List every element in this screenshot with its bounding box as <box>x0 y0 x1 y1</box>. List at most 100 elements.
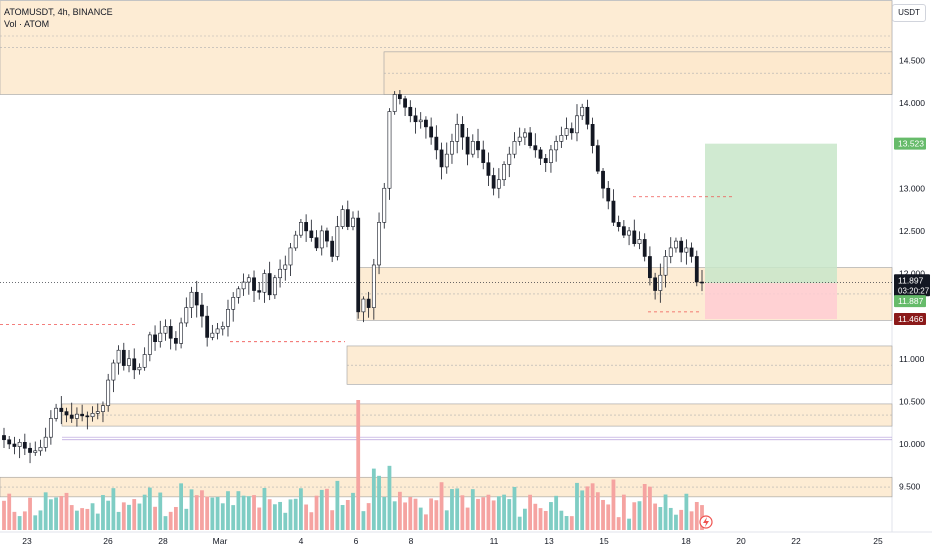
currency-button[interactable]: USDT <box>892 4 926 22</box>
volume-bar <box>106 500 111 530</box>
candle-body <box>642 239 647 257</box>
volume-bar <box>517 516 522 530</box>
volume-bar <box>163 516 168 530</box>
volume-bar <box>121 502 126 530</box>
volume-bar <box>340 505 345 530</box>
volume-bar <box>147 487 152 530</box>
volume-bar <box>90 503 95 530</box>
volume-bar <box>403 502 407 530</box>
volume-bar <box>621 494 626 530</box>
candle-body <box>22 441 27 449</box>
volume-bar <box>397 491 402 530</box>
y-axis-tick-label: 10.500 <box>899 396 925 406</box>
candle-body <box>101 405 105 412</box>
volume-bar <box>668 507 673 530</box>
volume-bar <box>486 494 491 530</box>
candle-body <box>361 298 366 313</box>
volume-bar <box>653 503 658 530</box>
symbol-title: ATOMUSDT, 4h, BINANCE <box>4 7 113 17</box>
volume-bar <box>637 501 642 530</box>
volume-bar <box>429 498 434 530</box>
volume-bar <box>69 505 74 530</box>
candle-body <box>648 256 652 279</box>
volume-bar <box>549 502 553 530</box>
candle-body <box>606 187 611 202</box>
candle-body <box>319 230 324 249</box>
volume-bar <box>470 489 475 530</box>
candle-body <box>137 366 142 371</box>
candle-body <box>147 334 152 355</box>
bar-countdown-label: 03:20:27 <box>898 286 930 295</box>
volume-bar <box>314 495 319 530</box>
volume-bar <box>663 494 668 530</box>
volume-bar <box>59 495 64 530</box>
volume-bar <box>569 516 574 530</box>
candle-body <box>533 145 538 151</box>
candle-body <box>476 141 480 151</box>
stop-price-tag <box>894 313 926 326</box>
candle-body <box>85 415 90 418</box>
volume-bar <box>507 499 512 530</box>
candle-body <box>121 349 126 366</box>
volume-bar <box>325 488 329 530</box>
volume-bar <box>658 507 663 530</box>
volume-bar <box>554 495 559 530</box>
x-axis-tick-label: 28 <box>158 536 168 546</box>
volume-bar <box>80 508 85 530</box>
candle-body <box>158 332 163 342</box>
candle-body <box>252 277 256 291</box>
candle-body <box>403 98 407 108</box>
volume-bar <box>575 482 579 530</box>
volume-bar <box>236 491 241 530</box>
volume-bar <box>262 487 267 530</box>
volume-bar <box>231 505 236 530</box>
candle-body <box>340 209 345 227</box>
candle-body <box>439 149 444 168</box>
volume-bar <box>674 514 678 530</box>
volume-bar <box>38 510 43 530</box>
candle-body <box>580 106 585 117</box>
candle-body <box>455 124 460 142</box>
candle-body <box>585 106 590 125</box>
volume-bar <box>460 495 465 530</box>
candle-body <box>220 326 225 330</box>
volume-bar <box>455 488 460 530</box>
volume-bar <box>205 496 210 530</box>
candle-body <box>621 226 626 236</box>
candle-body <box>590 124 595 146</box>
y-axis-tick-label: 12.500 <box>899 226 925 236</box>
volume-bar <box>215 496 220 530</box>
candle-body <box>132 358 137 371</box>
volume-bar <box>689 511 694 530</box>
volume-bar <box>522 508 527 530</box>
volume-bar <box>43 492 48 530</box>
volume-bar <box>434 500 439 530</box>
candle-body <box>153 334 157 343</box>
candle-body <box>663 256 668 276</box>
volume-bar <box>439 482 444 530</box>
volume-bar <box>2 500 6 530</box>
volume-bar <box>335 480 340 530</box>
target-price-tag <box>894 137 926 150</box>
y-axis-tick-label: 14.000 <box>899 98 925 108</box>
x-axis-tick-label: 25 <box>873 536 883 546</box>
candle-body <box>184 307 189 324</box>
candle-body <box>689 247 694 257</box>
volume-bar <box>382 496 387 530</box>
volume-bar <box>601 499 605 530</box>
candle-body <box>627 230 631 236</box>
volume-bar <box>116 511 121 530</box>
candle-body <box>142 354 147 368</box>
volume-bar <box>606 504 611 530</box>
volume-bar <box>95 513 100 530</box>
volume-bar <box>392 501 397 530</box>
target-price-label: 13.523 <box>898 139 924 149</box>
volume-bar <box>444 510 449 530</box>
candle-body <box>522 132 527 138</box>
x-axis-tick-label: 26 <box>103 536 113 546</box>
candle-body <box>434 136 439 151</box>
volume-bar <box>528 494 533 530</box>
candle-body <box>69 414 74 419</box>
